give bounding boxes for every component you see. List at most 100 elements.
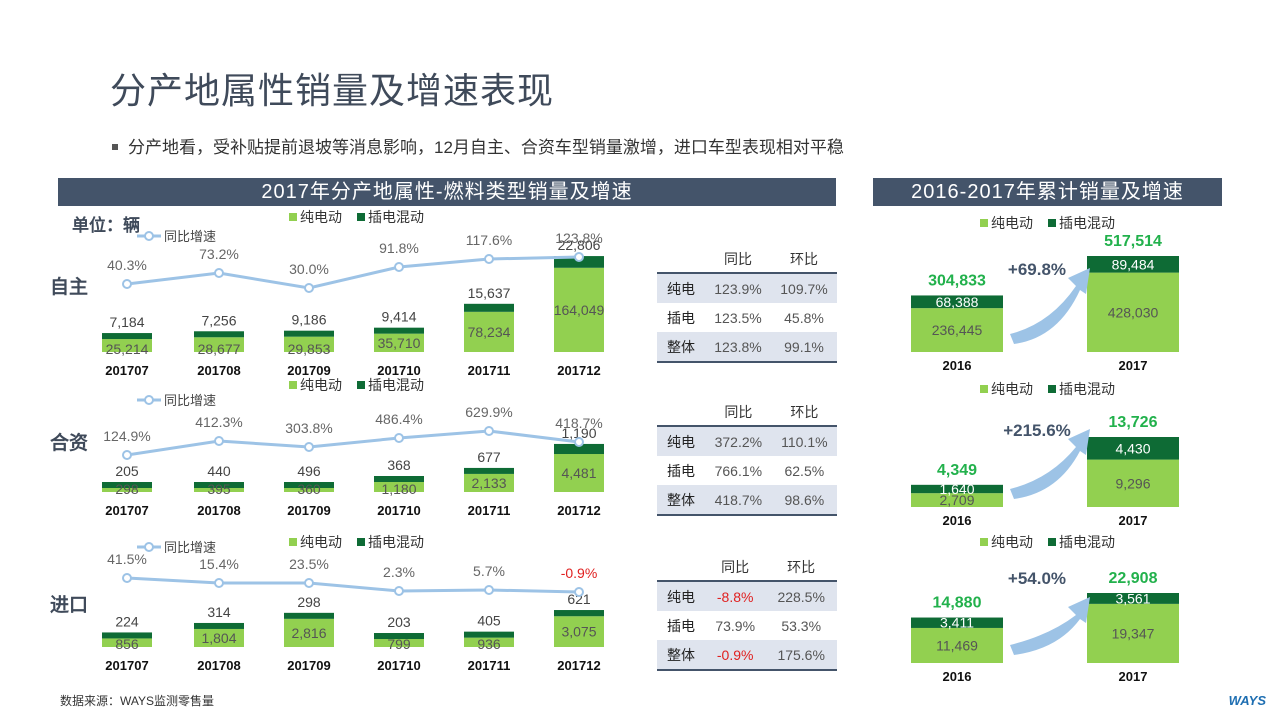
- row-label: 整体: [657, 640, 705, 671]
- group-label-domestic: 自主: [50, 277, 89, 298]
- yoy-marker: [394, 433, 404, 443]
- ev-value-label: 78,234: [468, 324, 511, 340]
- legend-phev-label: 插电混动: [368, 209, 424, 225]
- year-tick-label: 2017: [1119, 358, 1148, 373]
- cum-phev-label: 89,484: [1112, 256, 1155, 272]
- unit-label: 单位：辆: [72, 216, 140, 235]
- yoy-label: 117.6%: [466, 232, 512, 248]
- yoy-marker: [304, 578, 314, 588]
- bar-phev: [464, 631, 514, 638]
- month-tick-label: 201709: [287, 363, 330, 378]
- yoy-label: -0.9%: [561, 565, 598, 581]
- year-tick-label: 2017: [1119, 513, 1148, 528]
- ev-value-label: 164,049: [554, 302, 605, 318]
- yoy-label: 23.5%: [289, 556, 329, 572]
- yoy-marker: [574, 437, 584, 447]
- yoy-marker: [304, 442, 314, 452]
- data-source: 数据来源：WAYS监测零售量: [60, 694, 215, 708]
- growth-label: +215.6%: [1003, 421, 1071, 440]
- row-label: 纯电: [657, 273, 705, 303]
- ev-value-label: 856: [115, 636, 139, 652]
- yoy-marker: [214, 578, 224, 588]
- yoy-marker: [484, 254, 494, 264]
- cum-bar-ev: [1087, 272, 1179, 352]
- cum-bar-phev: [911, 295, 1003, 309]
- summary-bullet: 分产地看，受补贴提前退坡等消息影响，12月自主、合资车型销量激增，进口车型表现相…: [112, 133, 844, 158]
- cum-ev-label: 428,030: [1108, 304, 1159, 320]
- yoy-value: 123.5%: [714, 309, 762, 326]
- row-label: 插电: [667, 309, 695, 326]
- phev-value-label: 440: [207, 463, 231, 479]
- phev-value-label: 203: [387, 614, 411, 630]
- legend-ev-label: 纯电动: [300, 209, 342, 225]
- ev-value-label: 936: [477, 636, 501, 652]
- cum-phev-label: 68,388: [936, 294, 979, 310]
- col-yoy: 同比: [705, 553, 766, 582]
- month-tick-label: 201710: [377, 503, 420, 518]
- cum-bar-phev: [1087, 256, 1179, 273]
- legend-phev-swatch: [1048, 385, 1056, 393]
- legend-ev-swatch: [980, 385, 988, 393]
- bar-phev: [464, 303, 514, 312]
- month-tick-label: 201712: [557, 503, 600, 518]
- yoy-marker: [122, 450, 132, 460]
- col-mom: 环比: [765, 553, 837, 582]
- month-tick-label: 201711: [468, 658, 511, 673]
- legend-phev-label: 插电混动: [1059, 215, 1115, 231]
- yoy-label: 15.4%: [199, 556, 239, 572]
- bar-ev: [284, 488, 334, 492]
- legend-phev-swatch: [357, 538, 365, 546]
- yoy-label: 123.8%: [555, 230, 602, 246]
- bar-ev: [102, 638, 152, 647]
- group-label-jv: 合资: [50, 433, 89, 454]
- cum-ev-label: 9,296: [1115, 475, 1150, 491]
- month-tick-label: 201707: [105, 658, 148, 673]
- ev-value-label: 2,133: [471, 475, 506, 491]
- bar-ev: [102, 488, 152, 492]
- phev-value-label: 15,637: [468, 285, 511, 301]
- bar-ev: [464, 637, 514, 647]
- ev-value-label: 1,180: [381, 481, 416, 497]
- page-title: 分产地属性销量及增速表现: [110, 70, 555, 111]
- legend-phev-label: 插电混动: [368, 534, 424, 550]
- bar-phev: [554, 443, 604, 455]
- bar-phev: [374, 327, 424, 334]
- cum-phev-label: 3,411: [940, 615, 974, 631]
- yoy-line: [126, 429, 580, 457]
- yoy-value: 123.8%: [705, 332, 771, 363]
- bar-ev: [554, 454, 604, 492]
- month-tick-label: 201708: [197, 363, 240, 378]
- col-yoy: 同比: [705, 398, 772, 427]
- month-tick-label: 201707: [105, 503, 148, 518]
- month-tick-label: 201707: [105, 363, 148, 378]
- mom-value: 62.5%: [784, 462, 825, 479]
- row-label: 插电: [667, 617, 695, 634]
- bar-ev: [464, 473, 514, 492]
- year-tick-label: 2017: [1119, 669, 1148, 684]
- legend-phev-label: 插电混动: [368, 377, 424, 393]
- phev-value-label: 677: [477, 449, 501, 465]
- yoy-label: 412.3%: [195, 414, 242, 430]
- growth-arrow: [1010, 597, 1090, 655]
- yoy-marker: [484, 426, 494, 436]
- yoy-label: 91.8%: [379, 240, 419, 256]
- phev-value-label: 314: [207, 604, 231, 620]
- bar-phev: [194, 622, 244, 629]
- cum-bar-ev: [911, 493, 1003, 507]
- yoy-marker: [484, 585, 494, 595]
- legend-ev-swatch: [980, 219, 988, 227]
- phev-value-label: 496: [297, 463, 321, 479]
- phev-value-label: 621: [567, 591, 591, 607]
- phev-value-label: 1,190: [561, 425, 596, 441]
- cum-phev-label: 3,561: [1115, 590, 1150, 606]
- legend-ev-label: 纯电动: [300, 377, 342, 393]
- legend-ev-swatch: [289, 381, 297, 389]
- yoy-label: 30.0%: [289, 261, 329, 277]
- stats-table-import: 同比 环比 纯电 -8.8% 228.5% 插电 73.9% 53.3% 整体 -0.9% 1…: [657, 553, 837, 671]
- bar-ev: [374, 639, 424, 647]
- bar-phev: [102, 632, 152, 639]
- right-panel-header: 2016-2017年累计销量及增速: [873, 178, 1222, 206]
- year-tick-label: 2016: [943, 669, 972, 684]
- phev-value-label: 298: [297, 594, 321, 610]
